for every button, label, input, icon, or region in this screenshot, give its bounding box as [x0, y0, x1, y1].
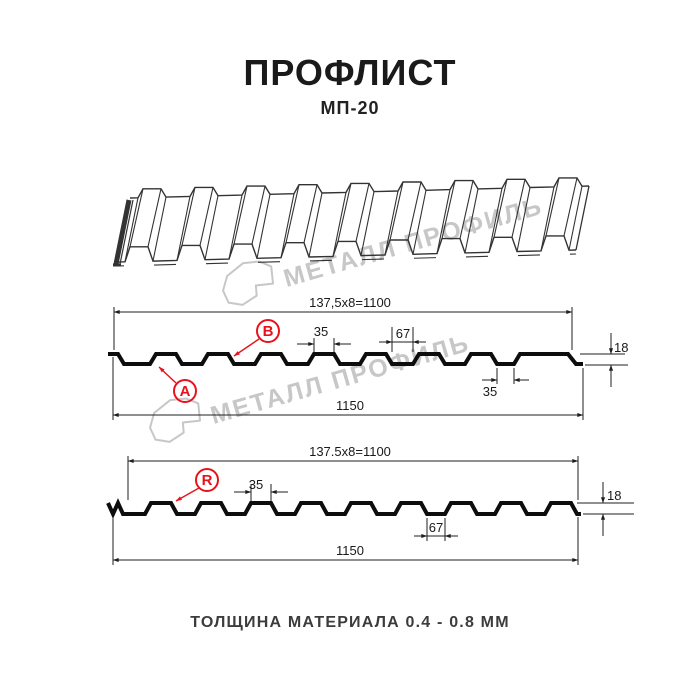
sheet-line: [511, 179, 526, 238]
profile-3d-view: [113, 177, 590, 267]
leader-line: [175, 487, 200, 502]
marker-a: A: [158, 366, 197, 403]
dimension-value: 1150: [336, 543, 364, 558]
sheet-line: [129, 177, 590, 199]
sheet-line: [228, 194, 243, 260]
watermark-top: МЕТАЛЛ ПРОФИЛЬ: [222, 192, 546, 306]
sheet-line: [308, 192, 323, 258]
cross-section-ab: 137,5x8=1100 35 67: [108, 295, 628, 420]
dimension-valley-ab: 67: [379, 326, 426, 352]
sheet-line: [413, 257, 437, 259]
sheet-line: [488, 188, 503, 253]
marker-r: R: [175, 468, 219, 502]
profile-outline-ab: [108, 352, 583, 366]
leader-line: [158, 366, 177, 384]
sheet-line: [124, 197, 139, 262]
sheet-line: [199, 187, 214, 246]
material-thickness-note: ТОЛЩИНА МАТЕРИАЛА 0.4 - 0.8 ММ: [190, 614, 510, 631]
dimension-value: 35: [314, 324, 328, 339]
sheet-line: [360, 191, 375, 256]
sheet-line: [575, 185, 590, 251]
sheet-line: [233, 185, 248, 245]
marker-b: B: [233, 319, 280, 357]
sheet-line: [459, 180, 474, 239]
dimension-value: 67: [429, 520, 443, 535]
dimension-value: 1150: [336, 398, 364, 413]
sheet-line: [493, 179, 508, 238]
page-title: ПРОФЛИСТ: [243, 52, 457, 93]
sheet-line: [407, 181, 422, 241]
sheet-line: [465, 255, 489, 258]
sheet-line: [119, 199, 134, 265]
sheet-line: [116, 235, 577, 263]
sheet-line: [204, 195, 219, 260]
dimension-width-r: 1150: [112, 517, 579, 565]
metall-profil-logo: [222, 260, 275, 306]
marker-circle: [173, 379, 197, 403]
watermark-text: МЕТАЛЛ ПРОФИЛЬ: [280, 192, 546, 293]
dimension-edge-valley-ab: 35: [482, 368, 529, 399]
dimension-width-ab: 1150: [112, 357, 584, 420]
sheet-line: [384, 190, 399, 256]
dimension-length-ab: 137,5x8=1100: [113, 295, 573, 350]
sheet-line: [545, 177, 560, 237]
sheet-line: [464, 188, 479, 254]
sheet-line: [285, 184, 300, 243]
dimension-value: 35: [249, 477, 263, 492]
leader-line: [233, 338, 260, 357]
sheet-line: [355, 183, 370, 242]
sheet-line: [517, 254, 541, 257]
sheet-line: [251, 185, 266, 245]
dimension-height-ab: 18: [580, 333, 628, 387]
sheet-line: [147, 188, 162, 247]
sheet-line: [568, 186, 583, 251]
sheet-line: [436, 189, 451, 254]
sheet-line: [563, 177, 578, 237]
dimension-rib-top-r: 35: [234, 477, 288, 501]
cross-section-r: 137.5x8=1100 35 67: [106, 444, 634, 565]
dimension-value: 18: [614, 340, 628, 355]
profile-outline-r: [106, 498, 581, 519]
sheet-line: [332, 192, 347, 257]
metall-profil-logo: [149, 397, 202, 443]
sheet-line: [516, 187, 531, 252]
page-subtitle: МП-20: [320, 98, 380, 118]
watermark-middle: МЕТАЛЛ ПРОФИЛЬ: [149, 329, 473, 443]
marker-circle: [256, 319, 280, 343]
dimension-rib-top-ab: 35: [297, 324, 351, 352]
sheet-line: [389, 181, 404, 241]
sheet-line: [257, 261, 281, 263]
sheet-line: [153, 263, 177, 266]
sheet-line: [441, 180, 456, 239]
dimension-value: 18: [607, 488, 621, 503]
sheet-line: [113, 199, 132, 265]
dimension-value: 137,5x8=1100: [309, 295, 391, 310]
dimension-value: 137.5x8=1100: [309, 444, 391, 459]
dimension-valley-r: 67: [414, 518, 458, 541]
dimension-height-r: 18: [577, 482, 634, 536]
sheet-line: [337, 183, 352, 242]
sheet-line: [176, 196, 191, 261]
sheet-line: [152, 196, 167, 262]
sheet-line: [309, 259, 333, 262]
marker-letter: R: [202, 472, 213, 489]
sheet-line: [181, 187, 196, 246]
sheet-line: [280, 193, 295, 258]
sheet-line: [540, 186, 555, 252]
marker-circle: [195, 468, 219, 492]
sheet-line: [129, 188, 144, 247]
sheet-line: [361, 258, 385, 261]
sheet-line: [205, 262, 229, 265]
sheet-line: [256, 194, 271, 259]
sheet-line: [303, 184, 318, 243]
marker-letter: B: [263, 323, 274, 340]
sheet-line: [412, 190, 427, 255]
marker-letter: A: [180, 383, 191, 400]
dimension-value: 35: [483, 384, 497, 399]
dimension-length-r: 137.5x8=1100: [127, 444, 579, 500]
dimension-value: 67: [396, 326, 410, 341]
